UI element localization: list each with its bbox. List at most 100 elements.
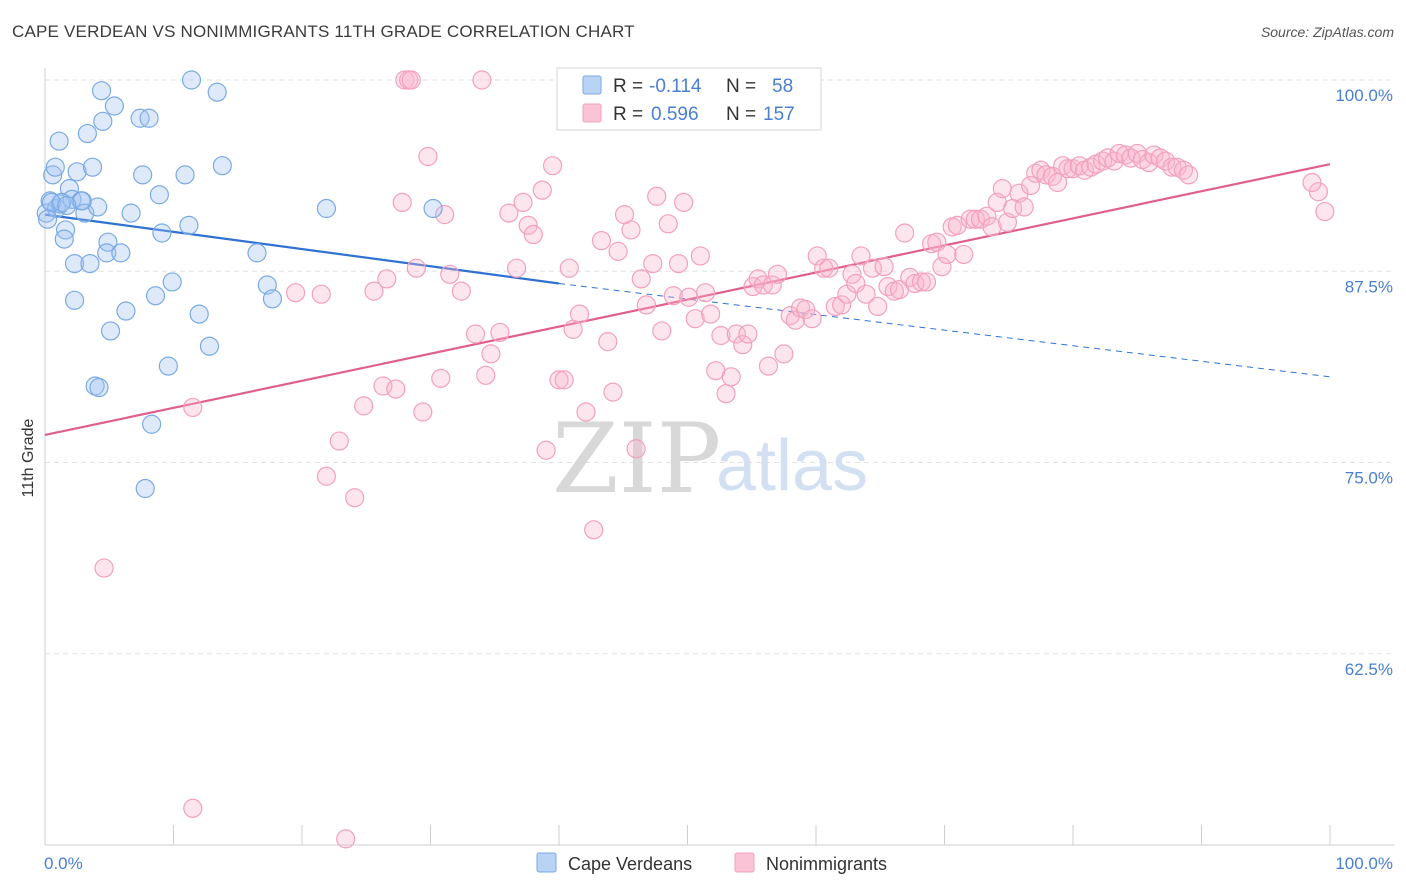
cape-verdeans-point [145,286,166,306]
legend-r-value-1: -0.114 [649,76,702,97]
nonimmigrants-point [658,214,678,234]
nonimmigrants-point [774,344,794,364]
nonimmigrants-point [868,296,888,317]
nonimmigrants-point [316,466,337,486]
nonimmigrants-point [336,829,356,849]
y-axis-label: 11th Grade [20,418,37,497]
nonimmigrants-point [1014,197,1034,217]
nonimmigrants-point [377,269,397,289]
cape-verdeans-point [97,243,117,263]
cape-verdeans-point [175,165,195,185]
nonimmigrants-point [626,439,646,459]
cape-verdeans-point [64,290,85,310]
nonimmigrants-point [518,215,538,235]
nonimmigrants-point [413,402,433,422]
nonimmigrants-point [406,258,426,278]
nonimmigrants-point [960,209,980,229]
nonimmigrants-point [992,179,1012,199]
nonimmigrants-point [532,180,552,200]
nonimmigrants-point [832,295,852,315]
legend-n-value-2: 157 [763,104,795,125]
nonimmigrants-point [652,321,672,341]
bottom-legend-swatch-blue [536,852,557,873]
nonimmigrants-point [440,264,460,284]
nonimmigrants-point [927,232,947,252]
nonimmigrants-point [329,431,349,451]
legend-n-label-1: N = [726,76,756,97]
cape-verdeans-point [181,70,202,90]
cape-verdeans-point [152,223,172,243]
nonimmigrants-points [94,70,1335,849]
nonimmigrants-point [542,156,563,176]
nonimmigrants-point [386,379,406,399]
nonimmigrants-point [851,246,871,266]
nonimmigrants-point [721,367,741,387]
cape-verdeans-point [162,272,182,292]
cape-verdeans-point [37,209,58,229]
nonimmigrants-point [1081,157,1101,177]
cape-verdeans-point [93,111,113,131]
cape-verdeans-point [189,304,209,324]
nonimmigrants-point [285,283,306,303]
cape-verdeans-point [45,157,65,177]
nonimmigrants-point [1179,165,1199,185]
nonimmigrants-point [631,269,651,289]
nonimmigrants-point [965,209,985,229]
cape-verdeans-point [262,289,283,309]
cape-verdeans-point [133,165,153,185]
nonimmigrants-point [668,254,689,274]
watermark-zip: ZIP [552,403,721,515]
nonimmigrants-point [523,224,543,245]
cape-verdeans-point [121,203,141,223]
cape-verdeans-point [179,215,199,235]
legend-swatch-blue [582,75,602,95]
nonimmigrants-point [559,258,579,278]
cape-verdeans-point [36,203,56,223]
cape-verdeans-points [36,70,443,499]
cape-verdeans-trend-line [44,213,560,285]
nonimmigrants-point [647,186,667,206]
cape-verdeans-point [207,82,227,102]
legend-r-label-1: R = [613,76,643,97]
nonimmigrants-point [814,258,834,278]
y-tick-labels: 62.5% 75.0% 87.5% 100.0% [1335,86,1393,679]
cape-verdeans-point [149,185,169,205]
nonimmigrants-point [536,440,556,460]
nonimmigrants-point [476,365,496,385]
nonimmigrants-trend-line [44,163,1331,437]
cape-verdeans-point [52,192,72,212]
nonimmigrants-point [418,146,438,167]
nonimmigrants-point [701,304,721,324]
nonimmigrants-point [726,324,746,344]
cape-verdeans-point [104,96,124,116]
cape-verdeans-point [316,198,337,219]
chart-title: CAPE VERDEAN VS NONIMMIGRANTS 11TH GRADE… [12,22,635,41]
nonimmigrants-point [554,370,574,390]
nonimmigrants-point [364,281,384,301]
nonimmigrants-point [431,368,451,388]
cape-verdeans-point [67,162,87,182]
nonimmigrants-point [481,344,501,364]
cape-verdeans-point [77,123,98,144]
source-label: Source: ZipAtlas.com [1260,24,1394,40]
nonimmigrants-point [1315,201,1335,222]
legend-r-label-2: R = [613,104,643,125]
cape-verdeans-point [135,478,155,499]
nonimmigrants-point [598,332,618,352]
cape-verdeans-point [158,356,178,376]
nonimmigrants-point [392,192,412,212]
cape-verdeans-point [247,243,267,263]
nonimmigrants-point [695,283,716,303]
nonimmigrants-point [621,220,641,240]
nonimmigrants-point [716,384,736,404]
legend-r-value-2: 0.596 [651,104,699,125]
nonimmigrants-point [916,272,937,292]
cape-verdeans-point [54,229,74,249]
nonimmigrants-point [584,520,604,540]
cape-verdeans-point [91,81,112,101]
nonimmigrants-point [807,246,827,266]
nonimmigrants-point [451,281,471,301]
cape-verdeans-point [100,321,121,341]
nonimmigrants-point [490,322,510,343]
nonimmigrants-point [1092,151,1113,171]
